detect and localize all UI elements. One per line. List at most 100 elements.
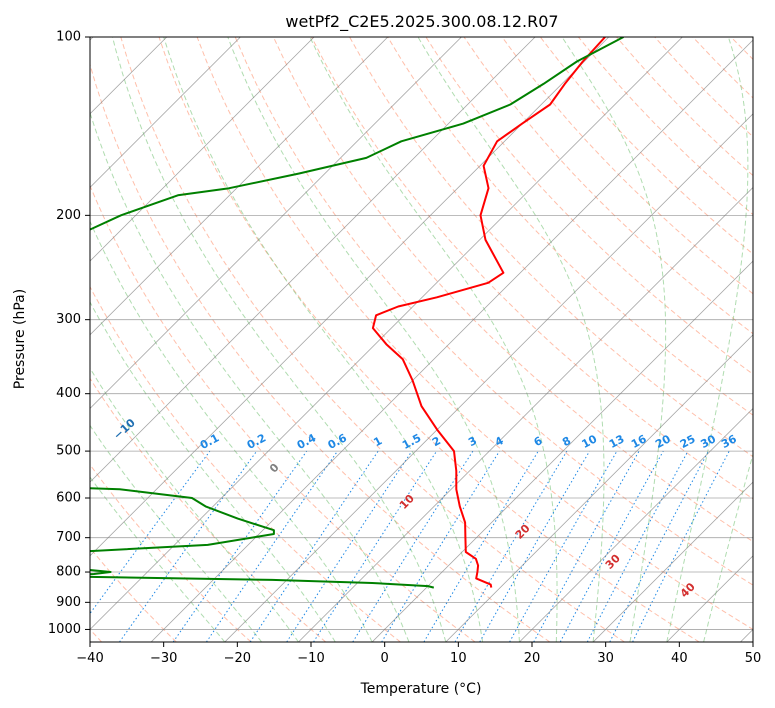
mixing-ratio-line — [533, 450, 640, 642]
moist-adiabat-label: 40 — [678, 580, 698, 600]
mixing-ratio-line — [632, 450, 730, 642]
chart-title: wetPf2_C2E5.2025.300.08.12.R07 — [285, 12, 558, 32]
y-tick-label: 700 — [56, 530, 81, 545]
y-tick-label: 100 — [56, 30, 81, 45]
moist-adiabat-label: 10 — [397, 492, 417, 512]
moist-adiabat-line — [417, 37, 605, 642]
isotherm-line — [90, 37, 315, 262]
dry-adiabat-line — [654, 37, 753, 138]
moist-adiabat-line — [90, 424, 262, 642]
x-tick-label: −20 — [224, 651, 251, 666]
dry-adiabat-line — [90, 463, 252, 642]
dry-adiabat-line — [90, 377, 327, 642]
isotherm-line — [90, 37, 462, 410]
moist-adiabat-line — [309, 37, 558, 642]
y-tick-label: 1000 — [48, 622, 81, 637]
dry-adiabat-line — [234, 37, 753, 586]
mixing-ratio-line — [205, 450, 338, 642]
mixing-ratio-line — [609, 450, 709, 642]
mixing-ratio-label: 0.2 — [245, 431, 268, 452]
mixing-ratio-label: 0.4 — [295, 431, 319, 452]
mixing-ratio-lines — [90, 450, 730, 642]
mixing-ratio-line — [286, 450, 413, 642]
mixing-ratio-label: 13 — [607, 432, 627, 451]
x-tick-label: 0 — [381, 651, 389, 666]
y-tick-label: 600 — [56, 491, 81, 506]
moist-adiabat-line — [90, 301, 336, 642]
x-tick-label: 30 — [597, 651, 614, 666]
isotherm-lines — [90, 37, 753, 642]
y-tick-label: 900 — [56, 595, 81, 610]
mixing-ratio-label: 25 — [678, 432, 698, 451]
mixing-ratio-line — [586, 450, 689, 642]
isotherm-line — [371, 260, 753, 642]
moist-adiabat-line — [703, 452, 753, 642]
isotherm-line — [740, 628, 753, 642]
isobar-gridlines — [90, 37, 753, 630]
mixing-ratio-line — [509, 450, 618, 642]
isotherm-line — [666, 555, 753, 642]
moist-adiabat-line — [90, 220, 373, 642]
x-tick-label: 50 — [745, 651, 762, 666]
series-layer — [90, 37, 624, 589]
dry-adiabat-line — [616, 37, 753, 177]
y-axis-title: Pressure (hPa) — [12, 289, 28, 389]
mixing-ratio-line — [313, 450, 438, 642]
dewpoint-profile-line — [90, 37, 624, 589]
y-axis-ticks: 100 200 300 400 500 600 700 800 900 1000 — [48, 30, 90, 637]
dry-adiabat-line — [158, 37, 700, 642]
mixing-ratio-label: 1.5 — [400, 431, 423, 452]
dry-adiabat-line — [90, 547, 177, 642]
x-tick-label: 40 — [671, 651, 688, 666]
dry-adiabat-line — [539, 37, 753, 255]
dry-adiabat-line — [349, 37, 753, 458]
dry-adiabat-line — [387, 37, 753, 416]
mixing-ratio-label: 30 — [698, 432, 718, 451]
dry-adiabat-line — [578, 37, 753, 216]
mixing-ratio-line — [352, 450, 474, 642]
x-tick-label: −10 — [297, 651, 324, 666]
dry-adiabat-line — [769, 37, 775, 642]
x-tick-label: 10 — [450, 651, 467, 666]
x-axis-ticks: −40 −30 −20 −10 0 10 20 30 40 50 — [76, 642, 761, 666]
mixing-ratio-line — [423, 450, 539, 642]
mixing-ratio-label: 2 — [430, 434, 443, 449]
isotherm-line — [90, 37, 610, 557]
mixing-ratio-label: 20 — [653, 432, 673, 451]
temperature-profile-line — [371, 37, 606, 588]
x-tick-label: −30 — [150, 651, 177, 666]
isotherm-line — [445, 334, 753, 642]
moist-adiabat-label: 30 — [603, 552, 623, 572]
x-tick-label: 20 — [524, 651, 541, 666]
mixing-ratio-line — [90, 450, 211, 615]
isotherm-line — [90, 37, 389, 336]
moist-adiabat-line — [163, 37, 484, 642]
y-tick-label: 400 — [56, 386, 81, 401]
moist-adiabat-label: 0 — [267, 461, 282, 476]
dry-adiabats — [90, 37, 775, 642]
isotherm-line — [224, 113, 753, 642]
moist-adiabat-line — [112, 37, 447, 642]
dry-adiabat-line — [90, 184, 476, 642]
dry-adiabat-line — [311, 37, 753, 500]
moist-adiabat-line — [666, 37, 749, 642]
moist-adiabat-line — [90, 111, 410, 642]
mixing-ratio-label: 10 — [580, 432, 600, 451]
isotherm-line — [592, 481, 753, 642]
isotherm-line — [150, 39, 753, 642]
mixing-ratio-line — [559, 450, 664, 642]
y-tick-label: 800 — [56, 565, 81, 580]
mixing-ratio-label: 0.1 — [198, 431, 221, 452]
dry-adiabat-line — [90, 285, 401, 642]
moist-adiabat-line — [90, 476, 226, 642]
isotherm-line — [90, 37, 241, 189]
mixing-ratio-label: 8 — [560, 434, 573, 449]
isotherm-line — [90, 37, 536, 483]
mixing-ratio-line — [172, 450, 308, 642]
mixing-ratio-label: 1 — [371, 434, 384, 449]
dry-adiabat-line — [120, 37, 625, 642]
mixing-ratio-label: 16 — [629, 432, 649, 451]
dry-adiabat-line — [463, 37, 753, 335]
isotherm-line — [298, 186, 753, 642]
mixing-ratio-line — [119, 450, 258, 642]
